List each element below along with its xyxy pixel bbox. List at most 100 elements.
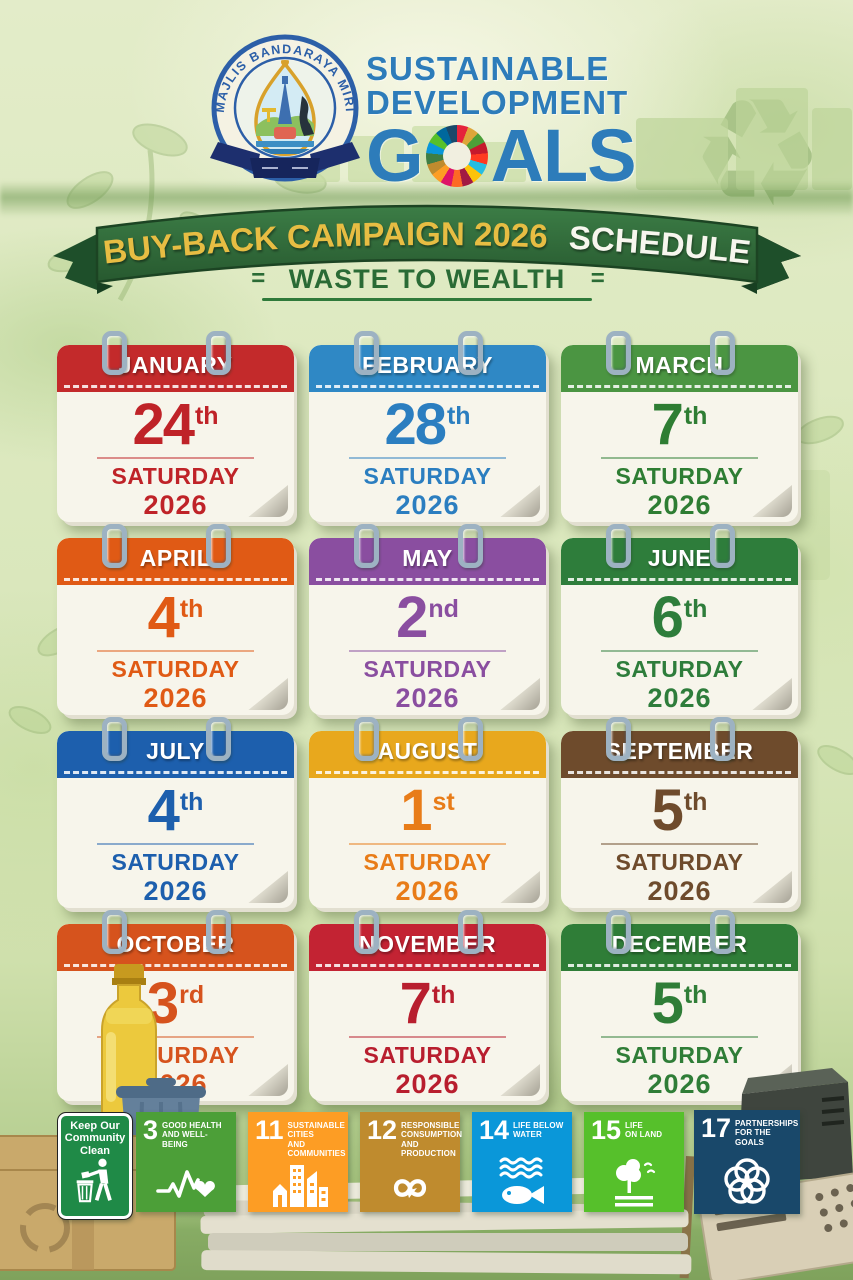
sdg-tile-14: 14 LIFE BELOW WATER bbox=[472, 1112, 572, 1212]
date: 24th bbox=[132, 392, 219, 457]
water-icon bbox=[472, 1155, 572, 1209]
year: 2026 bbox=[395, 683, 460, 713]
year: 2026 bbox=[143, 490, 208, 520]
binder-ring-icon bbox=[710, 910, 736, 954]
date-underline bbox=[97, 843, 254, 845]
sdg-tile-12: 12 RESPONSIBLE CONSUMPTION AND PRODUCTION bbox=[360, 1112, 462, 1212]
partnerships-icon bbox=[694, 1153, 800, 1211]
month-header: AUGUST bbox=[309, 731, 546, 778]
month-header: OCTOBER bbox=[57, 924, 294, 971]
month-name: OCTOBER bbox=[116, 931, 235, 957]
weekday: SATURDAY bbox=[363, 463, 492, 489]
date-underline bbox=[601, 843, 758, 845]
binder-ring-icon bbox=[206, 331, 232, 375]
month-name: DECEMBER bbox=[611, 931, 748, 957]
weekday: SATURDAY bbox=[363, 849, 492, 875]
sdg-wordmark: SUSTAINABLE DEVELOPMENT G ALS bbox=[366, 50, 637, 197]
month-header: MARCH bbox=[561, 345, 798, 392]
binder-ring-icon bbox=[458, 331, 484, 375]
binder-ring-icon bbox=[458, 524, 484, 568]
calendar-card-august: AUGUST 1st SATURDAY 2026 bbox=[309, 717, 546, 908]
calendar-card-october: OCTOBER 3rd SATURDAY 2026 bbox=[57, 910, 294, 1101]
title-development: DEVELOPMENT bbox=[366, 84, 629, 122]
litter-disposal-icon bbox=[76, 1158, 112, 1203]
weekday: SATURDAY bbox=[111, 1042, 240, 1068]
month-header: APRIL bbox=[57, 538, 294, 585]
binder-ring-icon bbox=[206, 717, 232, 761]
weekday: SATURDAY bbox=[363, 656, 492, 682]
binder-ring-icon bbox=[606, 910, 632, 954]
date-underline bbox=[97, 1036, 254, 1038]
calendar-card-january: JANUARY 24th SATURDAY 2026 bbox=[57, 331, 294, 522]
date-underline bbox=[97, 650, 254, 652]
city-council-seal: MAJLIS BANDARAYA MIRI bbox=[210, 34, 360, 182]
binder-ring-icon bbox=[606, 717, 632, 761]
calendar-card-february: FEBRUARY 28th SATURDAY 2026 bbox=[309, 331, 546, 522]
year: 2026 bbox=[395, 876, 460, 906]
sdg-tile-3: 3 GOOD HEALTH AND WELL-BEING bbox=[136, 1112, 236, 1212]
date-underline bbox=[601, 650, 758, 652]
weekday: SATURDAY bbox=[111, 463, 240, 489]
month-header: DECEMBER bbox=[561, 924, 798, 971]
binder-ring-icon bbox=[710, 331, 736, 375]
dashed-separator bbox=[568, 385, 791, 388]
date: 5th bbox=[651, 971, 708, 1036]
month-name: APRIL bbox=[139, 545, 212, 571]
calendar-card-december: DECEMBER 5th SATURDAY 2026 bbox=[561, 910, 798, 1101]
binder-ring-icon bbox=[354, 717, 380, 761]
month-header: MAY bbox=[309, 538, 546, 585]
sdg-tile-11: 11 SUSTAINABLE CITIES AND COMMUNITIES bbox=[248, 1112, 348, 1212]
weekday: SATURDAY bbox=[363, 1042, 492, 1068]
sdg-wheel-icon bbox=[425, 125, 488, 188]
dashed-separator bbox=[64, 964, 287, 967]
year: 2026 bbox=[647, 876, 712, 906]
binder-ring-icon bbox=[606, 524, 632, 568]
equals-right: = bbox=[590, 265, 605, 292]
goals-g: G bbox=[366, 113, 424, 197]
date: 2nd bbox=[396, 585, 459, 650]
month-name: NOVEMBER bbox=[359, 931, 496, 957]
date-underline bbox=[601, 457, 758, 459]
dashed-separator bbox=[316, 578, 539, 581]
date-underline bbox=[349, 843, 506, 845]
weekday: SATURDAY bbox=[111, 656, 240, 682]
date: 5th bbox=[651, 778, 708, 843]
month-name: AUGUST bbox=[377, 738, 478, 764]
month-header: NOVEMBER bbox=[309, 924, 546, 971]
dashed-separator bbox=[568, 771, 791, 774]
title-goals: G ALS bbox=[366, 113, 637, 197]
health-icon bbox=[136, 1159, 236, 1209]
sdg-tile-15: 15 LIFE ON LAND bbox=[584, 1112, 684, 1212]
date: 7th bbox=[399, 971, 456, 1036]
community-sign: Keep Our Community Clean bbox=[57, 1112, 133, 1220]
calendar-card-july: JULY 4th SATURDAY 2026 bbox=[57, 717, 294, 908]
month-header: FEBRUARY bbox=[309, 345, 546, 392]
date-underline bbox=[601, 1036, 758, 1038]
calendar-card-june: JUNE 6th SATURDAY 2026 bbox=[561, 524, 798, 715]
binder-ring-icon bbox=[606, 331, 632, 375]
date: 28th bbox=[384, 392, 471, 457]
year: 2026 bbox=[647, 683, 712, 713]
weekday: SATURDAY bbox=[615, 1042, 744, 1068]
binder-ring-icon bbox=[354, 524, 380, 568]
goals-als: ALS bbox=[490, 113, 637, 197]
date-underline bbox=[349, 457, 506, 459]
month-header: JULY bbox=[57, 731, 294, 778]
binder-ring-icon bbox=[710, 524, 736, 568]
sdg-tile-17: 17 PARTNERSHIPS FOR THE GOALS bbox=[694, 1110, 800, 1214]
year: 2026 bbox=[395, 490, 460, 520]
date: 1st bbox=[400, 778, 455, 843]
weekday: SATURDAY bbox=[111, 849, 240, 875]
binder-ring-icon bbox=[102, 524, 128, 568]
month-header: SEPTEMBER bbox=[561, 731, 798, 778]
binder-ring-icon bbox=[102, 331, 128, 375]
year: 2026 bbox=[143, 876, 208, 906]
title-sustainable: SUSTAINABLE bbox=[366, 50, 610, 87]
land-icon bbox=[584, 1153, 684, 1209]
month-name: FEBRUARY bbox=[362, 352, 493, 378]
calendar-card-september: SEPTEMBER 5th SATURDAY 2026 bbox=[561, 717, 798, 908]
binder-ring-icon bbox=[206, 910, 232, 954]
date: 6th bbox=[651, 585, 708, 650]
month-name: JULY bbox=[146, 738, 205, 764]
